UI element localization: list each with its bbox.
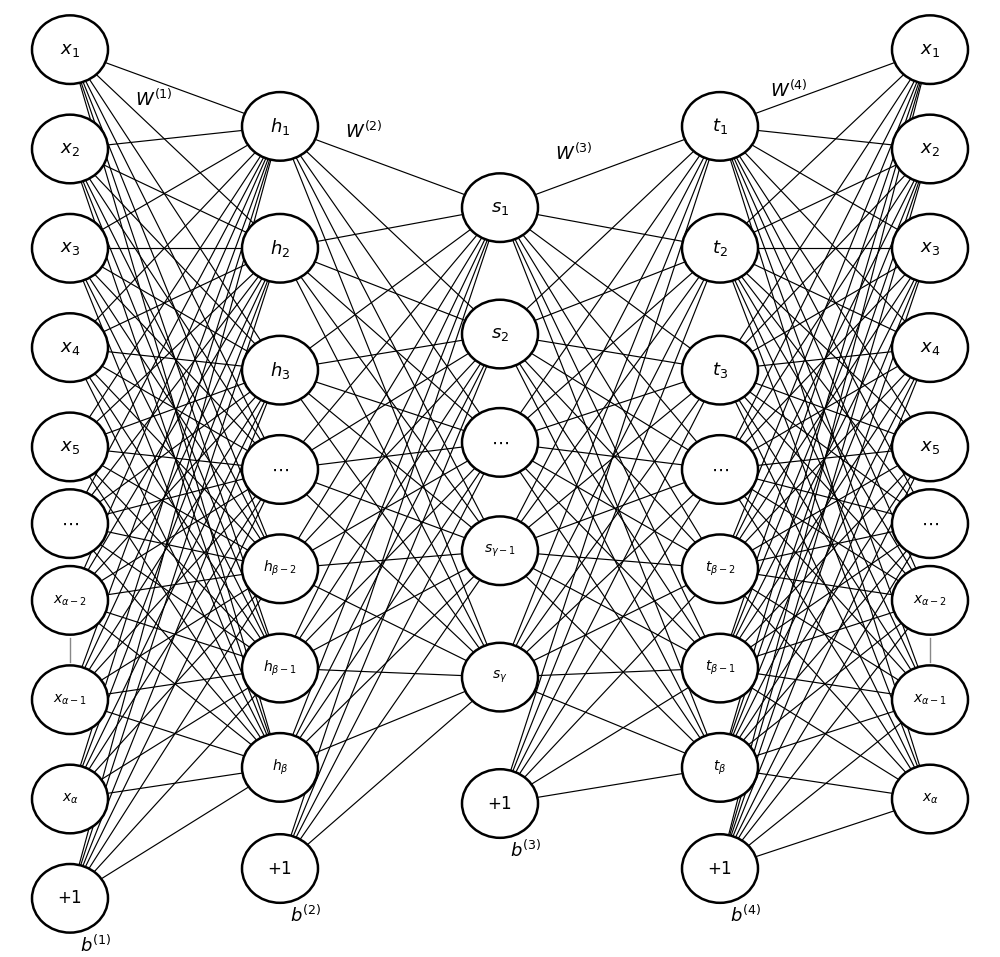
Text: $h_3$: $h_3$ [270,360,290,381]
Text: $h_{\beta}$: $h_{\beta}$ [272,758,288,777]
Text: $b^{(2)}$: $b^{(2)}$ [290,904,322,925]
Circle shape [32,214,108,282]
Circle shape [892,412,968,481]
Text: $t_{\beta}$: $t_{\beta}$ [713,758,727,776]
Circle shape [892,15,968,84]
Text: $t_{\beta-1}$: $t_{\beta-1}$ [705,659,735,678]
Circle shape [32,15,108,84]
Text: $x_1$: $x_1$ [920,40,940,58]
Circle shape [242,214,318,282]
Circle shape [462,408,538,477]
Text: $\cdots$: $\cdots$ [61,515,79,533]
Text: $b^{(1)}$: $b^{(1)}$ [80,934,112,956]
Circle shape [242,733,318,802]
Text: $x_4$: $x_4$ [60,339,80,357]
Text: $+1$: $+1$ [267,859,293,878]
Circle shape [32,412,108,481]
Text: $h_1$: $h_1$ [270,116,290,137]
Text: $W^{(4)}$: $W^{(4)}$ [770,79,808,100]
Text: $x_3$: $x_3$ [60,239,80,257]
Text: $+1$: $+1$ [707,859,733,878]
Circle shape [892,665,968,734]
Circle shape [242,92,318,161]
Circle shape [32,864,108,933]
Circle shape [892,313,968,382]
Circle shape [682,634,758,702]
Circle shape [242,634,318,702]
Circle shape [462,517,538,585]
Text: $t_3$: $t_3$ [712,360,728,380]
Text: $x_{\alpha-2}$: $x_{\alpha-2}$ [913,593,947,608]
Circle shape [242,835,318,902]
Text: $x_2$: $x_2$ [60,140,80,158]
Text: $\cdots$: $\cdots$ [271,460,289,478]
Circle shape [682,214,758,282]
Text: $s_{\gamma}$: $s_{\gamma}$ [492,669,508,685]
Text: $\cdots$: $\cdots$ [921,515,939,533]
Circle shape [462,300,538,368]
Text: $x_{\alpha}$: $x_{\alpha}$ [922,791,938,806]
Text: $s_2$: $s_2$ [491,325,509,343]
Text: $W^{(2)}$: $W^{(2)}$ [345,121,383,142]
Circle shape [682,733,758,802]
Text: $b^{(4)}$: $b^{(4)}$ [730,904,762,925]
Text: $x_2$: $x_2$ [920,140,940,158]
Circle shape [892,765,968,834]
Circle shape [32,665,108,734]
Text: $+1$: $+1$ [487,794,513,812]
Text: $s_{\gamma-1}$: $s_{\gamma-1}$ [484,543,516,559]
Text: $\cdots$: $\cdots$ [491,434,509,452]
Circle shape [892,115,968,184]
Circle shape [682,92,758,161]
Text: $h_{\beta-1}$: $h_{\beta-1}$ [263,658,297,678]
Text: $s_1$: $s_1$ [491,199,509,216]
Circle shape [242,435,318,503]
Text: $t_{\beta-2}$: $t_{\beta-2}$ [705,560,735,578]
Circle shape [462,643,538,711]
Circle shape [892,214,968,282]
Circle shape [32,765,108,834]
Circle shape [242,534,318,603]
Circle shape [462,173,538,242]
Circle shape [462,769,538,837]
Text: $\cdots$: $\cdots$ [711,460,729,478]
Text: $W^{(3)}$: $W^{(3)}$ [555,143,593,164]
Circle shape [892,567,968,634]
Text: $t_2$: $t_2$ [712,238,728,258]
Text: $x_{\alpha-1}$: $x_{\alpha-1}$ [913,693,947,707]
Circle shape [32,567,108,634]
Circle shape [32,489,108,558]
Text: $x_4$: $x_4$ [920,339,940,357]
Circle shape [242,336,318,405]
Text: $h_2$: $h_2$ [270,237,290,258]
Text: $h_{\beta-2}$: $h_{\beta-2}$ [263,559,297,578]
Circle shape [682,835,758,902]
Circle shape [32,313,108,382]
Text: $x_1$: $x_1$ [60,40,80,58]
Circle shape [892,489,968,558]
Text: $+1$: $+1$ [57,889,83,907]
Circle shape [32,115,108,184]
Text: $b^{(3)}$: $b^{(3)}$ [510,839,542,861]
Text: $x_{\alpha-1}$: $x_{\alpha-1}$ [53,693,87,707]
Text: $x_5$: $x_5$ [60,438,80,456]
Text: $W^{(1)}$: $W^{(1)}$ [135,89,173,110]
Text: $x_5$: $x_5$ [920,438,940,456]
Circle shape [682,534,758,603]
Circle shape [682,435,758,503]
Text: $x_{\alpha}$: $x_{\alpha}$ [62,791,78,806]
Text: $x_3$: $x_3$ [920,239,940,257]
Circle shape [682,336,758,405]
Text: $x_{\alpha-2}$: $x_{\alpha-2}$ [53,593,87,608]
Text: $t_1$: $t_1$ [712,117,728,137]
